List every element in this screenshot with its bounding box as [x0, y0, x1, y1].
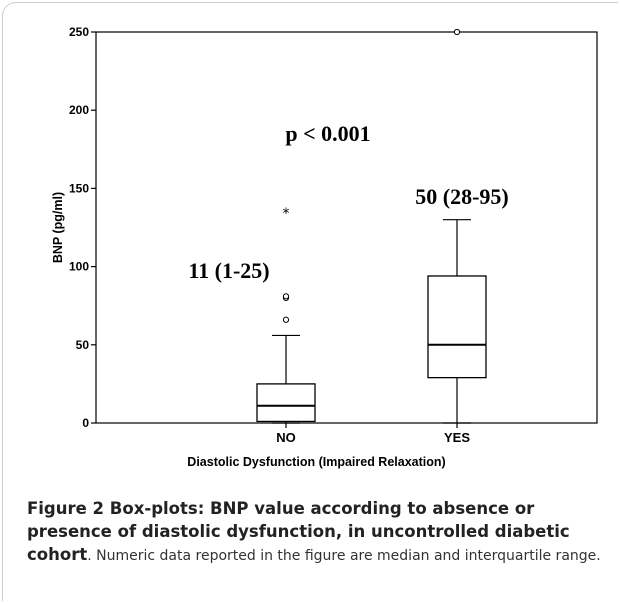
iqr-box [256, 383, 316, 423]
y-tick-label: 150 [69, 181, 89, 195]
box-no: * [256, 206, 316, 424]
annotation-no: 11 (1-25) [188, 258, 269, 283]
y-axis-label: BNP (pg/ml) [51, 192, 65, 263]
p-value-label: p < 0.001 [285, 121, 370, 146]
caption-title: Box-plots: BNP value according to absenc… [27, 499, 570, 564]
chart-labels: Diastolic Dysfunction (Impaired Relaxati… [51, 121, 509, 469]
plot-border [95, 31, 598, 424]
x-tick-label-no: NO [276, 430, 296, 445]
y-tick-label: 0 [82, 416, 89, 430]
box-plot-chart: 0 50 100 150 200 250 NO YES * Diastolic Dysfunc… [51, 25, 598, 469]
y-tick-label: 250 [69, 25, 89, 39]
iqr-box [427, 275, 487, 379]
figure-label: Figure 2 [27, 499, 105, 518]
chart-axes: 0 50 100 150 200 250 NO YES [69, 25, 598, 445]
outlier-circle [453, 28, 461, 36]
x-axis-label: Diastolic Dysfunction (Impaired Relaxati… [187, 455, 445, 469]
outlier-star: * [283, 206, 290, 222]
figure-caption: Figure 2 Box-plots: BNP value according … [27, 497, 612, 568]
annotation-yes: 50 (28-95) [415, 184, 508, 209]
box-yes [427, 28, 487, 424]
outlier-circle [282, 293, 290, 300]
y-tick-label: 200 [69, 103, 89, 117]
chart-marks: * [256, 28, 487, 424]
y-tick-label: 50 [76, 338, 90, 352]
caption-description: . Numeric data reported in the figure ar… [87, 548, 601, 564]
y-tick-label: 100 [69, 260, 89, 274]
x-tick-label-yes: YES [444, 430, 470, 445]
outlier-circle [282, 316, 290, 323]
